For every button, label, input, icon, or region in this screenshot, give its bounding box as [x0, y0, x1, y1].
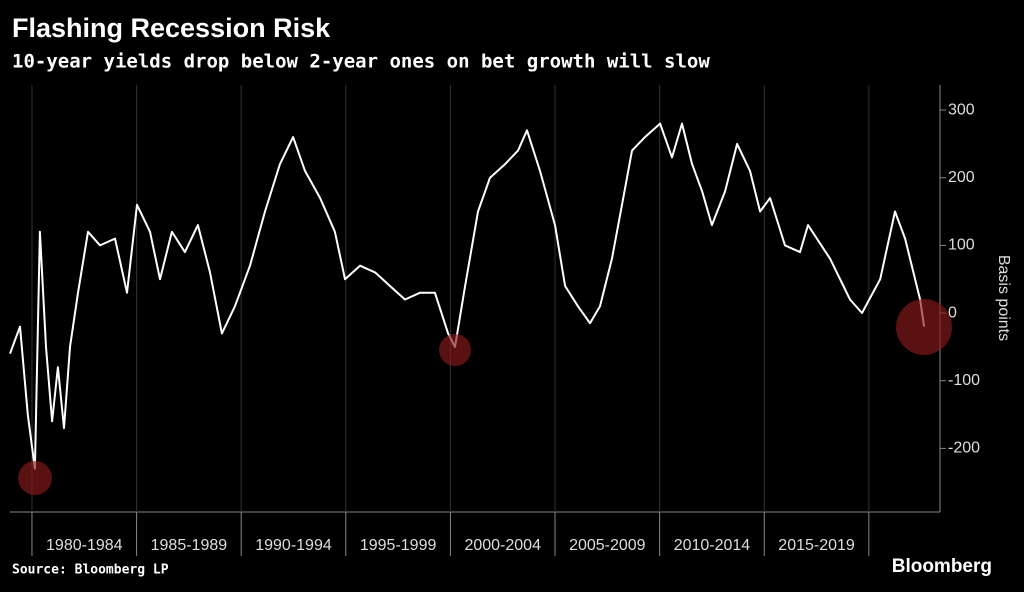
y-tick-label: 100 — [948, 237, 975, 254]
brand: Bloomberg — [892, 556, 992, 577]
source: Source: Bloomberg LP — [12, 563, 169, 578]
y-tick-label: 300 — [948, 101, 975, 118]
y-tick-label: -100 — [948, 372, 980, 389]
y-tick-label: 200 — [948, 169, 975, 186]
x-tick-label: 1980-1984 — [46, 537, 123, 554]
y-axis-label: Basis points — [995, 255, 1012, 341]
x-tick-label: 1985-1989 — [151, 537, 228, 554]
x-tick-label: 2005-2009 — [569, 537, 646, 554]
x-tick-label: 1995-1999 — [360, 537, 437, 554]
x-tick-label: 2015-2019 — [778, 537, 855, 554]
x-tick-label: 1990-1994 — [255, 537, 332, 554]
line-series — [9, 122, 926, 470]
chart-title: Flashing Recession Risk — [12, 13, 331, 43]
highlight-circle — [18, 461, 52, 495]
y-tick-label: -200 — [948, 440, 980, 457]
x-tick-label: 2010-2014 — [674, 537, 751, 554]
chart-subtitle: 10-year yields drop below 2-year ones on… — [12, 51, 710, 73]
x-tick-label: 2000-2004 — [464, 537, 541, 554]
highlight-circle — [896, 299, 952, 355]
highlight-circle — [439, 334, 471, 366]
y-tick-label: 0 — [948, 304, 957, 321]
highlights — [18, 299, 952, 495]
